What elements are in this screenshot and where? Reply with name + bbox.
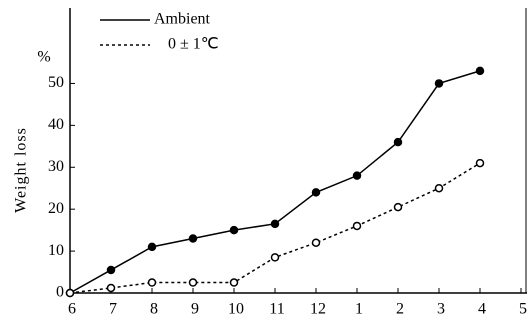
series-marker	[475, 158, 485, 168]
x-tick-label: 9	[191, 301, 199, 318]
series-marker	[393, 137, 403, 147]
series-marker	[270, 219, 280, 229]
series-marker	[434, 183, 444, 193]
series-marker	[147, 278, 157, 287]
series-marker	[229, 278, 239, 287]
x-tick-label: 10	[228, 301, 244, 318]
x-tick-label: 4	[478, 301, 486, 318]
x-tick-label: 6	[68, 301, 76, 318]
x-tick-label: 8	[150, 301, 158, 318]
series-marker	[229, 225, 239, 235]
y-tick-label: 40	[48, 116, 64, 133]
legend-label: Ambient	[154, 11, 211, 28]
series-marker	[106, 283, 116, 293]
x-tick-label: 12	[310, 301, 326, 318]
y-tick-label: 30	[48, 158, 64, 175]
x-tick-label: 7	[109, 301, 117, 318]
x-tick-label: 2	[396, 301, 404, 318]
series-marker	[393, 202, 403, 212]
y-tick-label: 50	[48, 74, 64, 91]
x-tick-label: 5	[519, 301, 527, 318]
series-marker	[311, 188, 321, 197]
legend-label: 0 ± 1℃	[168, 36, 219, 53]
y-unit: %	[37, 49, 50, 66]
series-marker	[352, 171, 362, 180]
series-marker	[106, 265, 116, 275]
x-tick-label: 3	[437, 301, 445, 318]
x-tick-label: 11	[269, 301, 284, 318]
series-marker	[311, 238, 321, 247]
series-marker	[270, 253, 280, 262]
series-marker	[188, 278, 198, 287]
y-axis-label: Weight loss	[13, 127, 30, 213]
series-marker	[65, 288, 75, 298]
y-tick-label: 20	[48, 200, 64, 217]
x-tick-label: 1	[355, 301, 363, 318]
series-marker	[475, 66, 485, 76]
y-tick-label: 0	[56, 284, 64, 301]
series-marker	[147, 242, 157, 252]
series-marker	[434, 79, 444, 88]
y-tick-label: 10	[48, 242, 64, 259]
series-marker	[352, 221, 362, 231]
series-marker	[188, 234, 198, 243]
